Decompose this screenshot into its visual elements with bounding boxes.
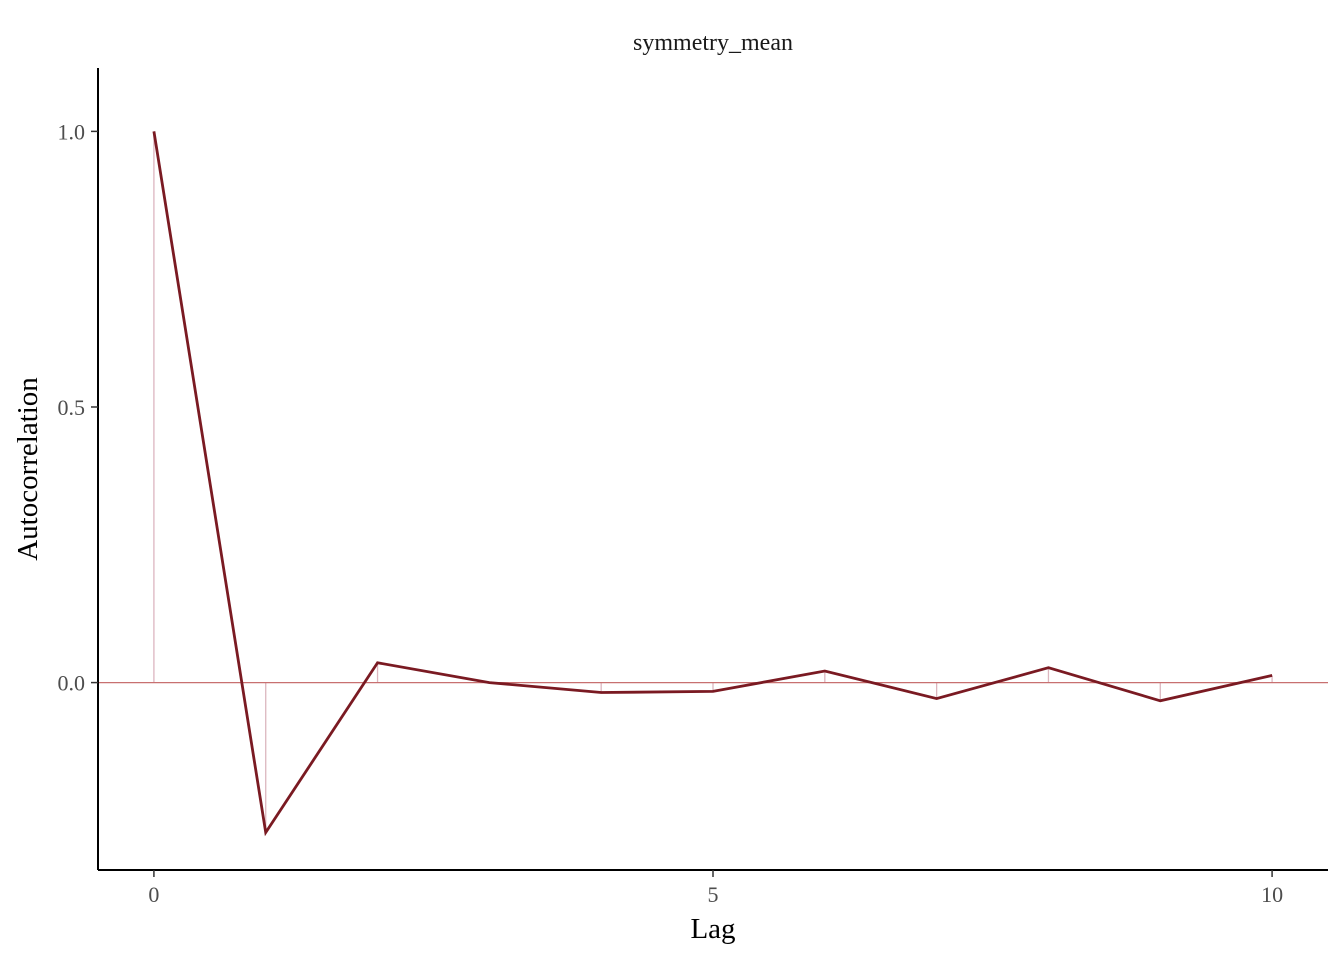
y-tick-label: 0.5 <box>58 395 86 420</box>
acf-series-line <box>152 131 1273 837</box>
x-tick-label: 5 <box>708 882 719 907</box>
x-tick-label: 0 <box>148 882 159 907</box>
x-axis-title: Lag <box>690 913 735 945</box>
x-tick-label: 10 <box>1261 882 1283 907</box>
acf-stems <box>153 131 1273 833</box>
y-tick-label: 0.0 <box>58 671 86 696</box>
y-tick-label: 1.0 <box>58 119 86 144</box>
y-axis-ticks: 0.0 0.5 1.0 <box>58 119 98 696</box>
chart-title: symmetry_mean <box>633 30 793 56</box>
x-axis-ticks: 0 5 10 <box>148 870 1283 907</box>
y-axis-title: Autocorrelation <box>12 377 44 561</box>
